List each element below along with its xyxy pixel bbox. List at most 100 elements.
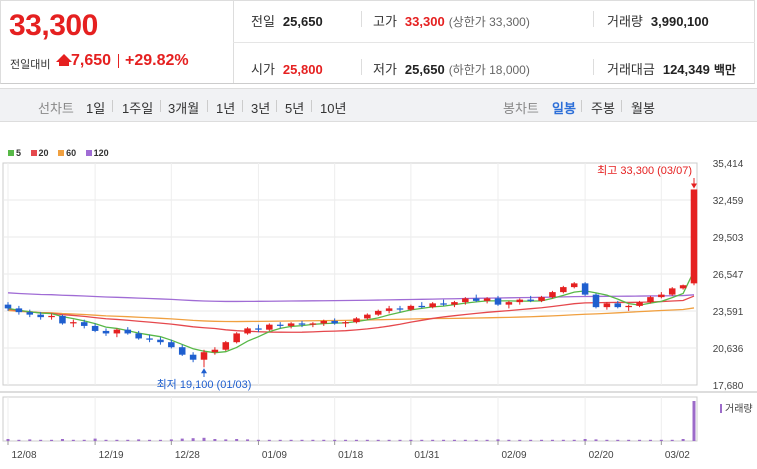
x-tick-label: 12/08 — [11, 450, 36, 461]
volume-bar — [507, 439, 511, 441]
price-change: 7,650 — [71, 52, 112, 69]
y-tick-label: 17,680 — [713, 381, 744, 392]
candle-body — [342, 322, 349, 324]
tab-3y[interactable]: 3년 — [251, 101, 271, 116]
volume-bar — [50, 439, 54, 441]
volume-bar — [474, 439, 478, 441]
volume-bar — [60, 439, 64, 441]
volume-bar — [224, 439, 228, 441]
y-tick-label: 32,459 — [713, 196, 744, 207]
volume-bar — [311, 439, 315, 441]
candle-body — [80, 322, 88, 326]
candle-body — [200, 352, 208, 360]
prev-close: 전일 25,650 — [251, 11, 323, 30]
divider — [361, 59, 362, 75]
volume-bar — [452, 439, 456, 441]
price-box: 33,300 전일대비 7,650 +29.82% — [1, 1, 234, 83]
candle-body — [353, 318, 360, 323]
volume-bar — [496, 439, 500, 441]
volume-bar — [169, 439, 173, 441]
divider — [160, 100, 161, 112]
tab-3m[interactable]: 3개월 — [168, 101, 200, 116]
volume-bar — [529, 439, 533, 441]
candle-body — [440, 303, 447, 305]
candle-body — [146, 338, 153, 340]
candle-body — [494, 298, 502, 305]
volume-bar — [648, 439, 652, 441]
x-tick-label: 01/18 — [338, 450, 363, 461]
y-tick-label: 20,636 — [713, 344, 744, 355]
candle-body — [59, 315, 66, 324]
candle-body — [658, 294, 665, 298]
y-tick-label: 26,547 — [713, 270, 744, 281]
high-value: 33,300 — [404, 14, 445, 29]
ma60-line — [7, 307, 695, 323]
volume-value: 3,990,100 — [650, 14, 709, 29]
volume-bar — [670, 439, 674, 441]
legend-text: 60 — [66, 148, 77, 158]
trade-amount: 거래대금 124,349 백만 — [607, 59, 736, 78]
volume-bar — [485, 439, 489, 441]
tab-1y[interactable]: 1년 — [216, 101, 236, 116]
candle-body — [625, 305, 632, 308]
volume-bar — [71, 439, 75, 441]
candle-body — [48, 315, 55, 318]
candle-chart-label: 봉차트 — [503, 101, 539, 116]
y-tick-label: 29,503 — [713, 233, 744, 244]
high-arrow-head — [691, 183, 697, 189]
candle-body — [233, 333, 240, 343]
volume-bar — [344, 439, 348, 441]
high-annotation: 최고 33,300 (03/07) — [597, 164, 692, 177]
volume-bar — [463, 439, 467, 441]
volume-bar — [333, 439, 337, 441]
volume-bar — [409, 439, 413, 441]
legend-text: 5 — [16, 148, 22, 158]
candle-body — [407, 305, 415, 310]
tab-monthly[interactable]: 월봉 — [631, 101, 655, 116]
candle-body — [26, 312, 34, 315]
up-arrow-icon-base — [59, 61, 69, 66]
ma5-line — [7, 270, 695, 354]
candle-body — [320, 320, 328, 324]
tab-1w[interactable]: 1주일 — [122, 101, 154, 116]
volume-bar — [583, 439, 587, 441]
candle-body — [668, 288, 676, 295]
legend-text: 20 — [38, 148, 49, 158]
volume-bar — [289, 439, 293, 441]
x-tick-label: 12/28 — [175, 450, 200, 461]
tab-weekly[interactable]: 주봉 — [591, 101, 615, 116]
candle-body — [189, 354, 197, 360]
legend-text: 120 — [93, 148, 109, 158]
volume-bar — [191, 438, 195, 441]
change-divider — [118, 54, 119, 68]
open-price: 시가 25,800 — [251, 59, 323, 78]
candle-body — [222, 342, 230, 350]
volume-bar — [616, 439, 620, 441]
legend-swatch — [30, 150, 37, 156]
y-tick-label: 35,414 — [713, 159, 744, 170]
low-annotation: 최저 19,100 (01/03) — [157, 378, 252, 391]
ma-legend: 5 20 60 120 — [8, 148, 116, 158]
candle-body — [647, 297, 654, 303]
candle-body — [581, 283, 589, 295]
candle-body — [549, 292, 556, 298]
legend-swatch — [58, 150, 65, 156]
volume-bar — [6, 439, 10, 441]
price-change-percent: +29.82% — [125, 52, 189, 69]
tab-daily[interactable]: 일봉 — [552, 101, 576, 116]
tab-1d[interactable]: 1일 — [86, 101, 106, 116]
candle-body — [276, 324, 284, 326]
volume-bar — [376, 439, 380, 441]
candle-body — [309, 323, 317, 325]
volume-bar — [180, 438, 184, 441]
tab-10y[interactable]: 10년 — [320, 101, 347, 116]
volume-bar — [627, 439, 631, 441]
candle-body — [451, 302, 458, 305]
candle-body — [527, 299, 534, 301]
tab-5y[interactable]: 5년 — [285, 101, 305, 116]
volume-bar — [28, 439, 32, 441]
volume-bar — [681, 439, 685, 441]
volume-bar — [354, 439, 358, 441]
candle-body — [364, 314, 371, 319]
